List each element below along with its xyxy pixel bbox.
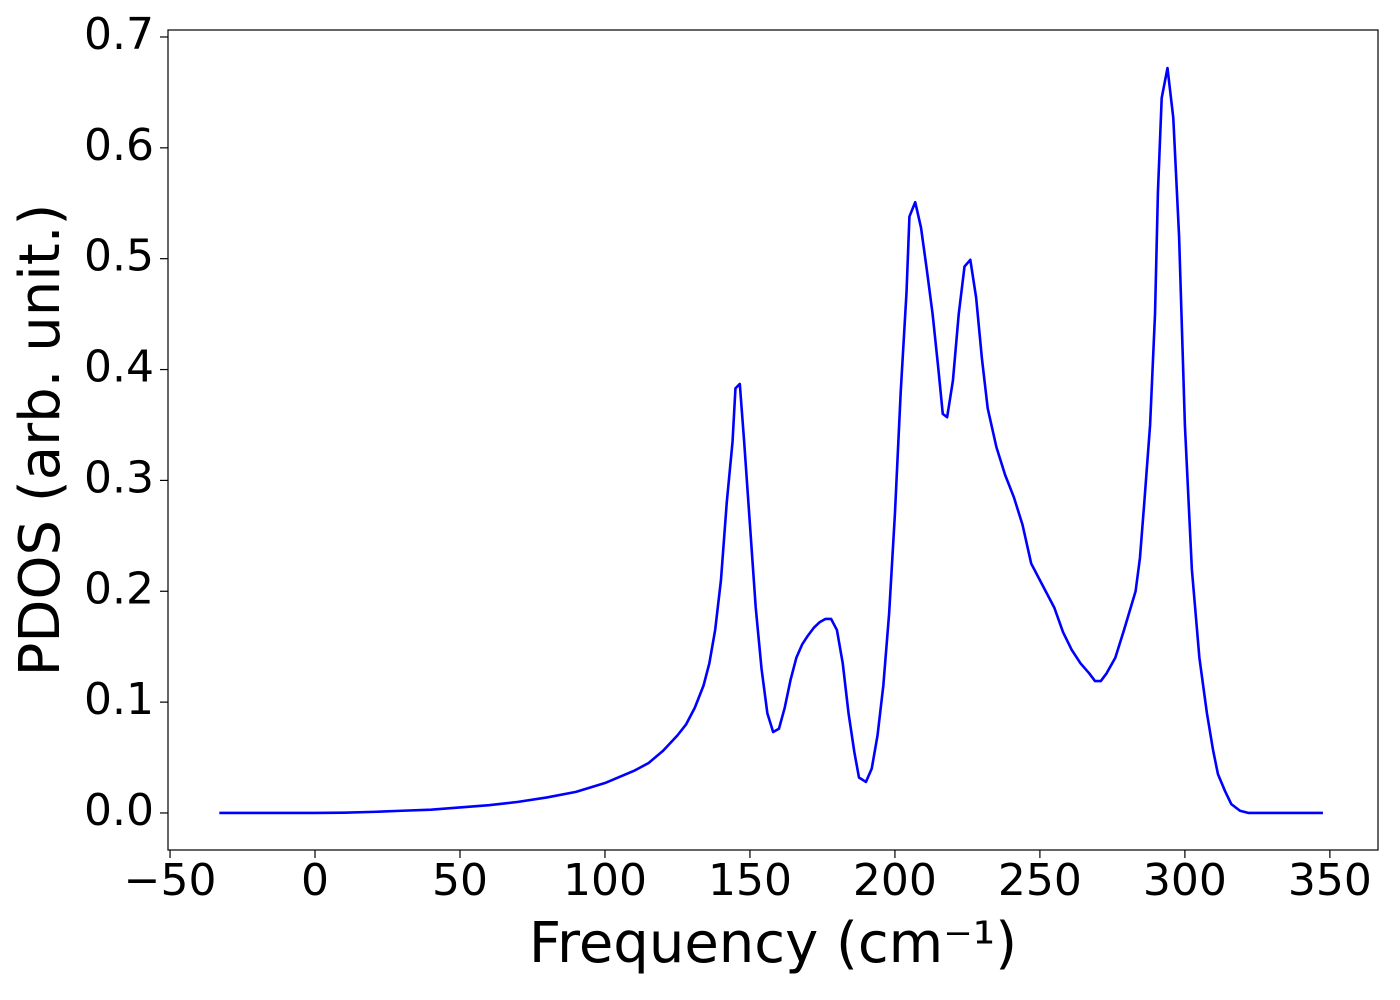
y-tick-label: 0.1 <box>84 674 154 725</box>
x-tick-label: 150 <box>708 855 792 906</box>
x-tick-label: 300 <box>1143 855 1227 906</box>
x-tick-label: 350 <box>1288 855 1372 906</box>
x-tick-label: 200 <box>853 855 937 906</box>
y-tick-label: 0.3 <box>84 452 154 503</box>
y-tick-label: 0.7 <box>84 9 154 60</box>
x-tick-label: 100 <box>563 855 647 906</box>
y-tick-label: 0.2 <box>84 563 154 614</box>
y-axis-label: PDOS (arb. unit.) <box>8 204 73 677</box>
x-tick-label: 50 <box>432 855 488 906</box>
y-tick-label: 0.0 <box>84 785 154 836</box>
y-tick-label: 0.5 <box>84 231 154 282</box>
y-tick-label: 0.6 <box>84 120 154 171</box>
y-tick-label: 0.4 <box>84 342 154 393</box>
x-tick-label: 250 <box>998 855 1082 906</box>
x-tick-label: 0 <box>301 855 329 906</box>
data-line <box>219 66 1323 815</box>
x-axis-label: Frequency (cm⁻¹) <box>529 911 1017 976</box>
plot-frame <box>167 29 1379 851</box>
x-tick-label: −50 <box>124 855 217 906</box>
